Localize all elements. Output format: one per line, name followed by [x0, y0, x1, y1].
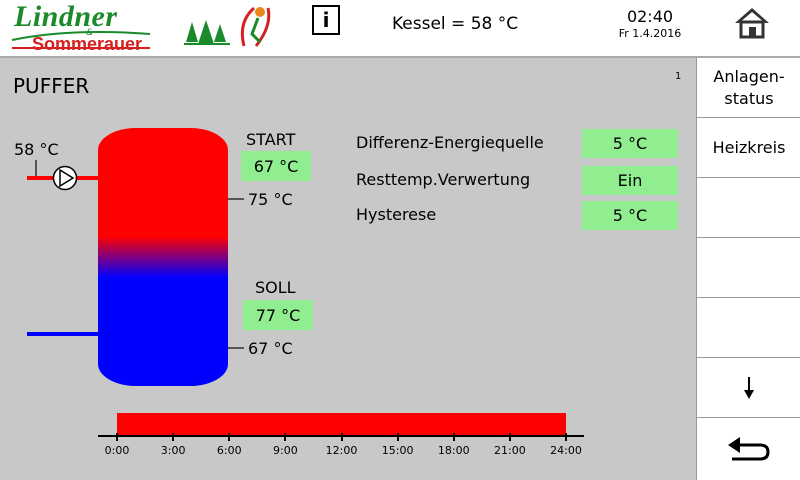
param-label-differenz: Differenz-Energiequelle — [356, 133, 544, 152]
buffer-tank — [98, 128, 228, 386]
soll-label: SOLL — [255, 278, 296, 297]
timeline-tick-label: 3:00 — [160, 444, 186, 457]
trees-icon — [184, 20, 230, 45]
timeline-tick-label: 21:00 — [494, 444, 526, 457]
sidebar-back-button[interactable] — [697, 418, 800, 477]
bottom-sensor-tick — [228, 347, 244, 349]
clock-date: Fr 1.4.2016 — [618, 27, 682, 40]
clock-time: 02:40 — [626, 7, 674, 26]
pump-icon — [52, 165, 78, 191]
timeline-tick-label: 18:00 — [437, 444, 470, 457]
start-value[interactable]: 67 °C — [241, 151, 311, 181]
sidebar-item-empty-3[interactable] — [697, 178, 800, 238]
sidebar-item-anlagenstatus[interactable]: Anlagen- status — [697, 58, 800, 118]
page-number: 1 — [675, 71, 682, 82]
timeline-tick — [452, 433, 455, 441]
inlet-sensor-tick — [35, 160, 37, 176]
sidebar-item-empty-5[interactable] — [697, 298, 800, 358]
timeline-tick-label: 6:00 — [216, 444, 242, 457]
logo-lindner: Lindner — [14, 0, 118, 33]
info-icon[interactable]: i — [312, 5, 340, 35]
timeline-tick — [340, 433, 343, 441]
header-bar: Lindner & Sommerauer i Kessel = 58 °C 02… — [0, 0, 800, 56]
timeline-tick-label: 0:00 — [104, 444, 130, 457]
home-icon[interactable] — [732, 5, 772, 39]
top-temperature: 75 °C — [248, 190, 293, 209]
sidebar-item-empty-4[interactable] — [697, 238, 800, 298]
timeline-tick — [172, 433, 175, 441]
timeline-tick — [228, 433, 231, 441]
timeline-tick-label: 9:00 — [273, 444, 298, 457]
timeline-tick-label: 24:00 — [550, 444, 582, 457]
timeline-tick — [284, 433, 287, 441]
param-label-resttemp: Resttemp.Verwertung — [356, 170, 531, 189]
timeline-tick — [396, 433, 399, 441]
timeline-tick — [116, 433, 118, 441]
header-divider — [0, 56, 800, 58]
soll-value[interactable]: 77 °C — [243, 300, 313, 330]
param-value-resttemp[interactable]: Ein — [582, 166, 678, 195]
sidebar-item-heizkreis[interactable]: Heizkreis — [697, 118, 800, 178]
figure-logo-icon — [240, 6, 271, 47]
arrow-down-icon — [744, 376, 754, 399]
timeline-tick — [508, 433, 511, 441]
param-value-hysterese[interactable]: 5 °C — [582, 201, 678, 230]
timeline-active-bar[interactable] — [117, 413, 566, 435]
timeline-tick-label: 12:00 — [325, 444, 358, 457]
cold-return-pipe — [27, 332, 99, 336]
sidebar-down-button[interactable] — [697, 358, 800, 418]
back-arrow-icon — [728, 436, 770, 460]
page-title: PUFFER — [13, 74, 90, 98]
sidebar: Anlagen- status Heizkreis — [696, 58, 800, 480]
inlet-temperature: 58 °C — [14, 140, 59, 159]
timeline-tick-label: 15:00 — [381, 444, 414, 457]
bottom-temperature: 67 °C — [248, 339, 293, 358]
param-label-hysterese: Hysterese — [356, 205, 437, 224]
logo-swoosh — [11, 31, 151, 49]
top-sensor-tick — [228, 198, 244, 200]
timeline-tick — [565, 433, 567, 441]
param-value-differenz[interactable]: 5 °C — [582, 129, 678, 158]
kessel-temperature: Kessel = 58 °C — [392, 14, 519, 34]
start-label: START — [246, 130, 296, 149]
